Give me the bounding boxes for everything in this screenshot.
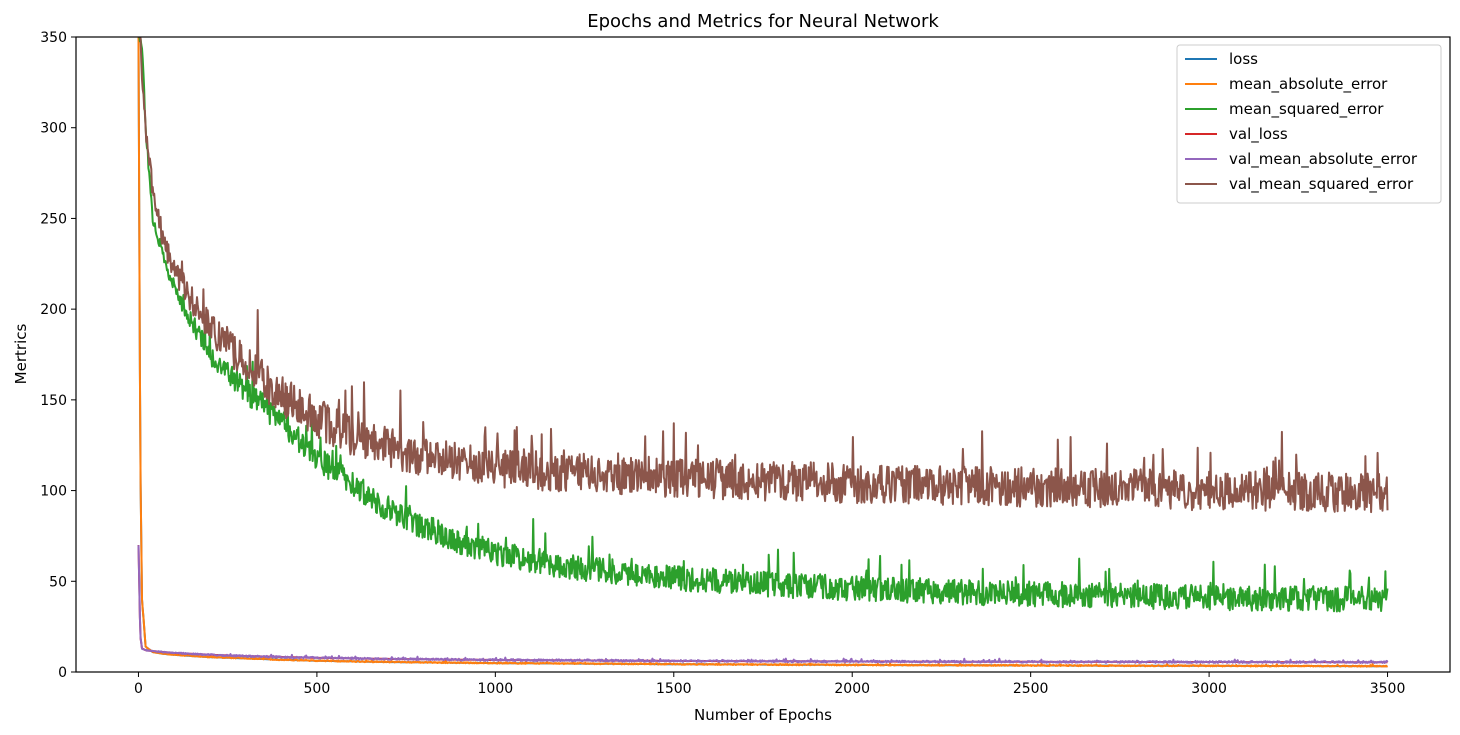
series-layer: [137, 37, 1389, 668]
x-tick-label: 1000: [478, 681, 514, 697]
y-tick-label: 250: [40, 211, 67, 227]
y-tick-label: 200: [40, 302, 67, 318]
y-axis: 0 50 100 150 200 250 300 350: [40, 30, 76, 681]
x-tick-label: 2000: [834, 681, 870, 697]
chart-title: Epochs and Metrics for Neural Network: [587, 11, 939, 32]
y-tick-label: 50: [49, 574, 67, 590]
x-tick-label: 3000: [1191, 681, 1227, 697]
x-axis: 0 500 1000 1500 2000 2500 3000 3500: [134, 672, 1405, 697]
x-tick-label: 500: [304, 681, 331, 697]
y-tick-label: 350: [40, 30, 67, 46]
legend-entry: val_mean_absolute_error: [1229, 150, 1418, 169]
x-axis-label: Number of Epochs: [694, 706, 832, 724]
y-tick-label: 100: [40, 484, 67, 500]
x-tick-label: 3500: [1370, 681, 1406, 697]
series-line-mean-absolute-error: [137, 37, 1389, 668]
legend-box: [1176, 44, 1442, 204]
y-axis-label: Mertrics: [12, 324, 30, 385]
legend-entry: mean_squared_error: [1229, 100, 1384, 119]
series-line-val-mean-squared-error: [138, 37, 1389, 514]
x-tick-label: 2500: [1013, 681, 1049, 697]
series-line-val-mean-absolute-error: [137, 545, 1389, 664]
legend-entry: val_loss: [1229, 125, 1288, 144]
series-line-mean-squared-error: [137, 37, 1389, 613]
y-tick-label: 0: [58, 665, 67, 681]
x-tick-label: 0: [134, 681, 143, 697]
legend-entry: mean_absolute_error: [1229, 75, 1388, 94]
legend-entry: loss: [1229, 50, 1258, 68]
x-tick-label: 1500: [656, 681, 692, 697]
plot-frame: [75, 36, 1451, 673]
legend: loss mean_absolute_error mean_squared_erro…: [1176, 44, 1442, 204]
y-tick-label: 150: [40, 393, 67, 409]
legend-entry: val_mean_squared_error: [1229, 175, 1414, 194]
y-tick-label: 300: [40, 121, 67, 137]
